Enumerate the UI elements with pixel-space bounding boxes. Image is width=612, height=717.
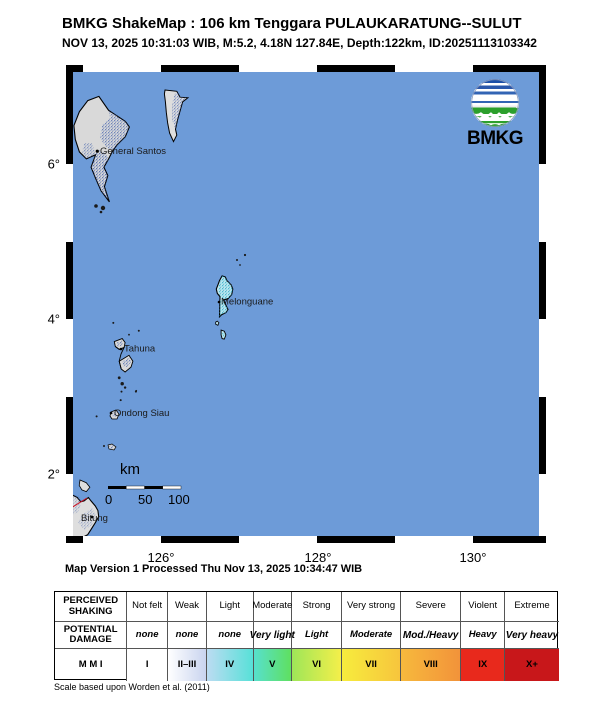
svg-text:50: 50 bbox=[138, 492, 152, 507]
svg-text:Melonguane: Melonguane bbox=[221, 297, 273, 308]
svg-text:Bitung: Bitung bbox=[81, 513, 108, 524]
svg-text:100: 100 bbox=[168, 492, 190, 507]
svg-text:Tahuna: Tahuna bbox=[124, 344, 156, 355]
svg-text:km: km bbox=[120, 461, 140, 478]
svg-text:General Santos: General Santos bbox=[100, 146, 166, 157]
svg-text:Ondong Siau: Ondong Siau bbox=[114, 408, 169, 419]
svg-text:0: 0 bbox=[105, 492, 112, 507]
